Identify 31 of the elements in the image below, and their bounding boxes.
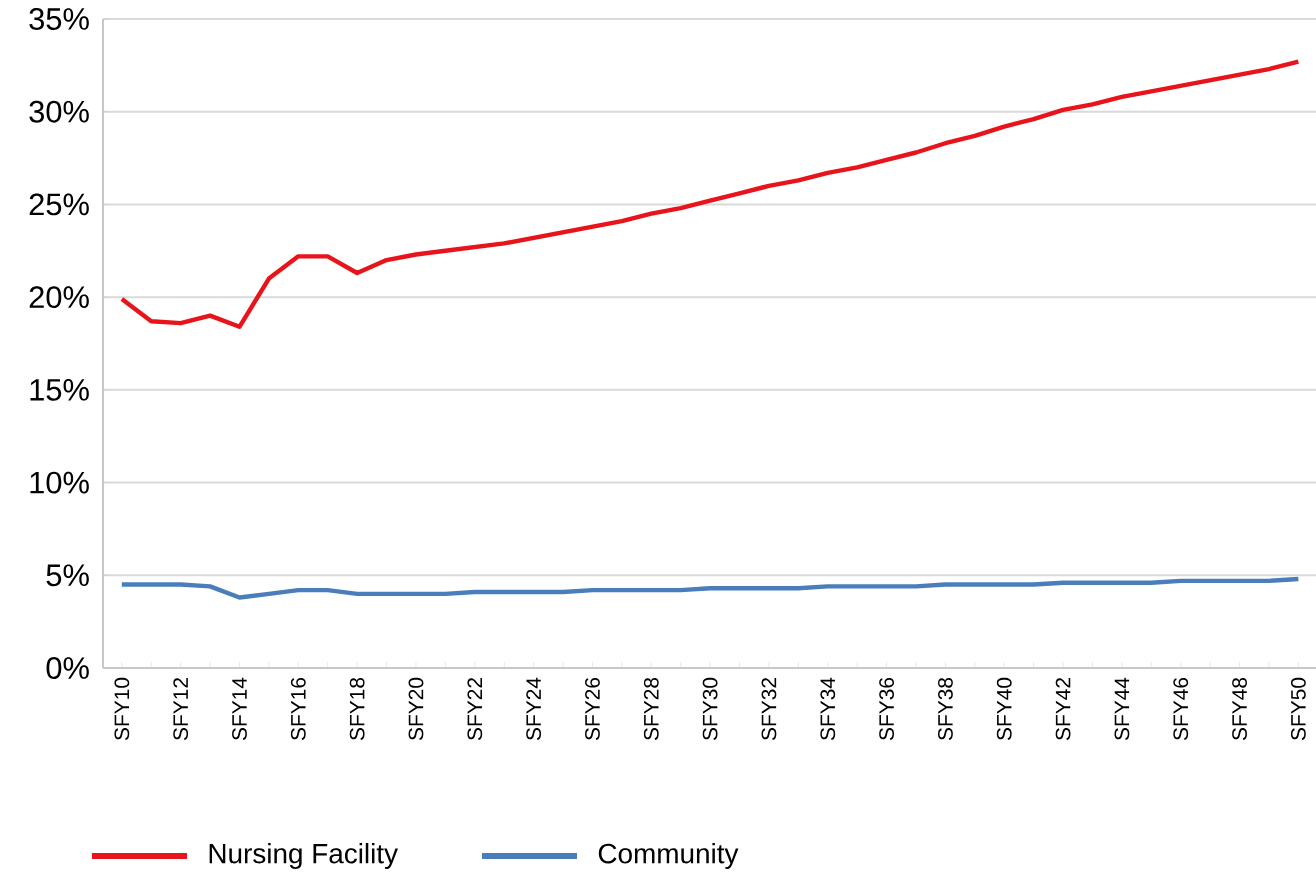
x-tick-label: SFY22 xyxy=(467,678,483,741)
x-tick-label: SFY34 xyxy=(820,677,836,741)
x-tick-label: SFY42 xyxy=(1055,678,1071,741)
y-tick-label: 5% xyxy=(46,564,89,587)
x-tick-label: SFY32 xyxy=(761,678,777,741)
x-tick-label: SFY28 xyxy=(643,677,659,741)
legend-label: Nursing Facility xyxy=(209,842,398,869)
x-tick-label: SFY16 xyxy=(290,677,306,741)
x-tick-label: SFY20 xyxy=(408,677,424,741)
y-tick-label: 25% xyxy=(29,193,89,216)
x-tick-label: SFY30 xyxy=(702,677,718,741)
x-tick-label: SFY12 xyxy=(173,678,189,741)
x-tick-label: SFY50 xyxy=(1290,677,1306,741)
x-tick-label: SFY10 xyxy=(114,677,130,741)
x-tick-label: SFY46 xyxy=(1173,677,1189,741)
y-tick-label: 0% xyxy=(46,657,89,679)
y-tick-label: 35% xyxy=(29,8,89,30)
x-tick-label: SFY38 xyxy=(938,677,953,741)
x-tick-label: SFY48 xyxy=(1232,677,1247,741)
x-tick-label: SFY40 xyxy=(996,677,1012,741)
x-tick-label: SFY14 xyxy=(232,677,247,741)
legend-label: Community xyxy=(598,842,739,869)
x-tick-label: SFY24 xyxy=(526,677,542,741)
x-tick-label: SFY18 xyxy=(349,677,365,741)
x-tick-label: SFY26 xyxy=(585,677,600,741)
y-tick-label: 15% xyxy=(30,378,89,401)
x-tick-label: SFY36 xyxy=(879,677,894,741)
y-tick-label: 20% xyxy=(29,286,89,309)
y-tick-label: 30% xyxy=(29,100,89,123)
x-tick-label: SFY44 xyxy=(1114,677,1130,741)
y-tick-label: 10% xyxy=(30,471,89,494)
